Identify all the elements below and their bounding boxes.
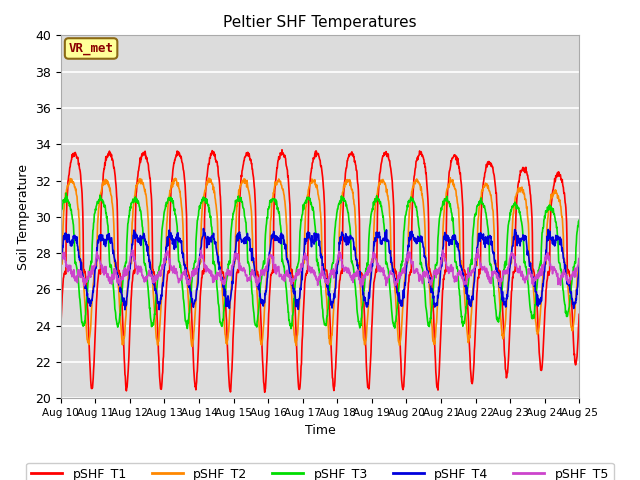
- pSHF_T1: [261, 389, 269, 395]
- pSHF_T3: [468, 235, 476, 240]
- pSHF_T1: [230, 314, 238, 320]
- Line: pSHF_T1: pSHF_T1: [61, 150, 579, 392]
- pSHF_T2: [172, 176, 180, 182]
- pSHF_T1: [159, 354, 167, 360]
- pSHF_T5: [57, 257, 65, 263]
- pSHF_T5: [400, 266, 408, 272]
- pSHF_T1: [515, 180, 522, 186]
- Legend: pSHF_T1, pSHF_T2, pSHF_T3, pSHF_T4, pSHF_T5: pSHF_T1, pSHF_T2, pSHF_T3, pSHF_T4, pSHF…: [26, 463, 614, 480]
- pSHF_T1: [468, 379, 476, 384]
- pSHF_T4: [160, 273, 168, 279]
- pSHF_T4: [200, 226, 207, 231]
- pSHF_T3: [62, 190, 70, 196]
- pSHF_T2: [515, 189, 522, 194]
- pSHF_T2: [188, 344, 196, 349]
- pSHF_T5: [515, 270, 522, 276]
- pSHF_T4: [173, 236, 180, 241]
- pSHF_T1: [278, 147, 286, 153]
- Line: pSHF_T4: pSHF_T4: [61, 228, 579, 310]
- pSHF_T3: [230, 207, 238, 213]
- pSHF_T4: [575, 263, 583, 268]
- pSHF_T3: [57, 211, 65, 217]
- pSHF_T2: [575, 262, 583, 267]
- pSHF_T2: [57, 261, 65, 266]
- pSHF_T2: [446, 175, 454, 180]
- Line: pSHF_T2: pSHF_T2: [61, 178, 579, 347]
- pSHF_T4: [231, 253, 239, 259]
- Line: pSHF_T5: pSHF_T5: [61, 249, 579, 287]
- pSHF_T5: [575, 261, 583, 266]
- pSHF_T3: [515, 205, 522, 211]
- pSHF_T5: [474, 246, 481, 252]
- pSHF_T3: [160, 212, 168, 218]
- pSHF_T4: [515, 239, 522, 245]
- pSHF_T1: [172, 153, 180, 159]
- pSHF_T4: [121, 307, 129, 312]
- Title: Peltier SHF Temperatures: Peltier SHF Temperatures: [223, 15, 417, 30]
- pSHF_T2: [401, 278, 408, 284]
- pSHF_T5: [496, 284, 504, 289]
- pSHF_T5: [230, 257, 238, 263]
- pSHF_T5: [468, 269, 476, 275]
- pSHF_T5: [172, 266, 180, 272]
- pSHF_T2: [230, 261, 238, 267]
- pSHF_T3: [173, 218, 180, 224]
- pSHF_T4: [401, 280, 409, 286]
- pSHF_T2: [468, 291, 476, 297]
- Y-axis label: Soil Temperature: Soil Temperature: [17, 164, 29, 270]
- Text: VR_met: VR_met: [68, 42, 113, 55]
- pSHF_T1: [401, 362, 409, 368]
- pSHF_T5: [159, 263, 167, 269]
- pSHF_T4: [57, 265, 65, 271]
- pSHF_T2: [159, 267, 167, 273]
- pSHF_T3: [401, 219, 409, 225]
- pSHF_T4: [468, 296, 476, 302]
- X-axis label: Time: Time: [305, 424, 335, 437]
- Line: pSHF_T3: pSHF_T3: [61, 193, 579, 329]
- pSHF_T1: [575, 312, 583, 317]
- pSHF_T1: [57, 324, 65, 330]
- pSHF_T3: [575, 217, 583, 223]
- pSHF_T3: [287, 326, 295, 332]
